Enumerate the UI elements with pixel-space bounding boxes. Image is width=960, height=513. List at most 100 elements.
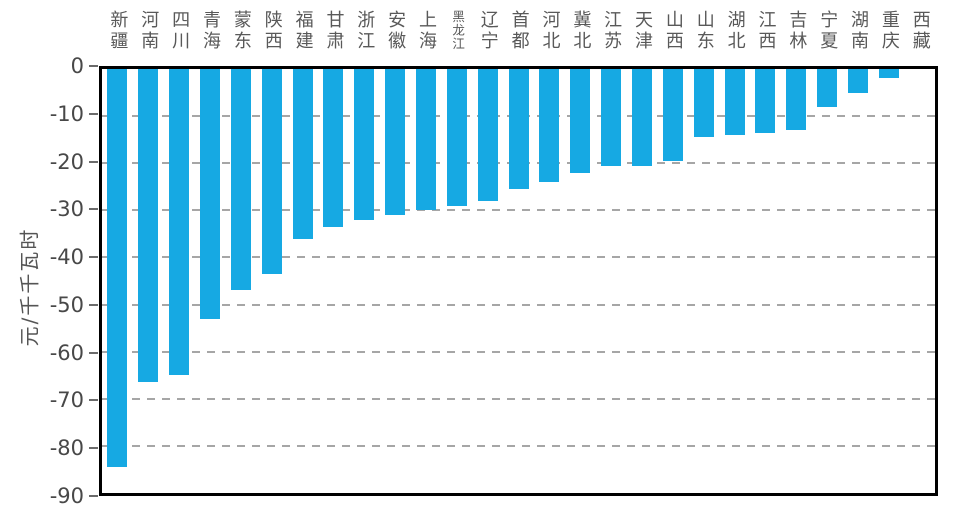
bar-slot	[133, 69, 164, 493]
bar	[570, 69, 591, 173]
bar-slot	[843, 69, 874, 493]
category-label-col: 天津	[627, 10, 658, 64]
gridline	[102, 256, 935, 259]
y-tick-label: 0	[70, 54, 84, 78]
category-label: 浙江	[354, 10, 376, 52]
bar-slot	[719, 69, 750, 493]
category-label-col: 河北	[534, 10, 565, 64]
plot-area	[99, 66, 938, 496]
category-label: 安徽	[385, 10, 407, 52]
bar-series	[102, 69, 935, 493]
category-label: 辽宁	[477, 10, 499, 52]
category-label: 新疆	[107, 10, 129, 52]
gridline	[102, 350, 935, 353]
bar	[508, 69, 529, 190]
category-label: 四川	[169, 10, 191, 52]
category-label: 湖南	[848, 10, 870, 52]
bar	[786, 69, 807, 131]
y-axis-tick-marks	[89, 65, 98, 497]
category-label-col: 湖南	[843, 10, 874, 64]
category-label-col: 重庆	[873, 10, 904, 64]
bar-slot	[287, 69, 318, 493]
category-label-col: 江苏	[596, 10, 627, 64]
bar	[446, 69, 467, 206]
bar	[230, 69, 251, 291]
category-label-col: 吉林	[781, 10, 812, 64]
bar-slot	[750, 69, 781, 493]
category-label-col: 山西	[657, 10, 688, 64]
bar-slot	[688, 69, 719, 493]
bar	[385, 69, 406, 216]
bar-slot	[627, 69, 658, 493]
category-label: 重庆	[878, 10, 900, 52]
category-label-col: 宁夏	[812, 10, 843, 64]
bar-slot	[873, 69, 904, 493]
category-label-col: 黑龙江	[441, 10, 472, 64]
bar-slot	[411, 69, 442, 493]
bar	[539, 69, 560, 183]
category-label-col: 山东	[688, 10, 719, 64]
gridline	[102, 303, 935, 306]
bar-slot	[472, 69, 503, 493]
bar-slot	[596, 69, 627, 493]
bar-slot	[256, 69, 287, 493]
bar	[755, 69, 776, 133]
category-label-col: 四川	[164, 10, 195, 64]
bar-slot	[503, 69, 534, 493]
category-label-col: 浙江	[349, 10, 380, 64]
bar	[817, 69, 838, 107]
bar-slot	[441, 69, 472, 493]
bar-slot	[164, 69, 195, 493]
category-label: 上海	[416, 10, 438, 52]
category-label: 黑龙江	[450, 10, 466, 51]
y-tick-label: -20	[49, 149, 84, 174]
bar-slot	[318, 69, 349, 493]
category-label-col: 蒙东	[225, 10, 256, 64]
category-label-col: 首都	[503, 10, 534, 64]
bar-slot	[565, 69, 596, 493]
y-tick-mark	[89, 495, 98, 497]
category-label: 首都	[508, 10, 530, 52]
category-label: 青海	[200, 10, 221, 52]
category-label: 福建	[292, 10, 314, 52]
category-label: 甘肃	[323, 10, 345, 52]
y-tick-mark	[89, 112, 98, 115]
category-label-col: 西藏	[904, 10, 935, 64]
bar	[693, 69, 714, 138]
category-label-col: 青海	[195, 10, 226, 64]
category-label-col: 河南	[133, 10, 164, 64]
y-tick-mark	[89, 160, 98, 163]
category-label-col: 辽宁	[472, 10, 503, 64]
category-label: 天津	[632, 10, 654, 52]
y-tick-mark	[89, 303, 98, 306]
bar-slot	[349, 69, 380, 493]
category-label: 江西	[755, 10, 777, 52]
bar-slot	[812, 69, 843, 493]
category-label-col: 湖北	[719, 10, 750, 64]
y-tick-mark	[89, 447, 98, 450]
bar-slot	[102, 69, 133, 493]
category-label-col: 安徽	[380, 10, 411, 64]
category-label: 山东	[693, 10, 715, 52]
category-label-col: 陕西	[256, 10, 287, 64]
category-label: 吉林	[786, 10, 808, 52]
bar	[169, 69, 190, 376]
y-tick-label: -50	[49, 292, 84, 317]
category-label: 宁夏	[817, 10, 839, 52]
bar	[601, 69, 622, 166]
category-label: 湖北	[724, 10, 746, 52]
category-label: 冀北	[570, 10, 592, 52]
bar	[200, 69, 220, 319]
bar-slot	[904, 69, 935, 493]
gridline	[102, 397, 935, 400]
category-label-col: 江西	[750, 10, 781, 64]
y-tick-label: -70	[49, 388, 84, 413]
bar	[477, 69, 498, 201]
bar-slot	[195, 69, 226, 493]
bar	[292, 69, 313, 239]
bar	[848, 69, 869, 93]
gridline	[102, 444, 935, 447]
y-tick-mark	[89, 399, 98, 402]
y-axis-tick-labels: 0 -10 -20 -30 -40 -50 -60 -70 -80 -90	[0, 54, 84, 508]
